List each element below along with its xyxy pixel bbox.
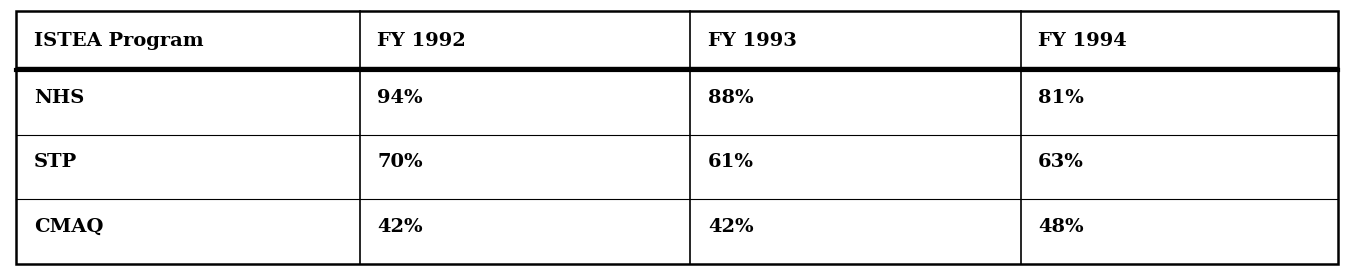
Text: 48%: 48% bbox=[1039, 218, 1083, 236]
Text: NHS: NHS bbox=[34, 89, 84, 106]
Text: 42%: 42% bbox=[378, 218, 422, 236]
Text: 94%: 94% bbox=[378, 89, 422, 106]
Text: 88%: 88% bbox=[708, 89, 753, 106]
Text: 81%: 81% bbox=[1039, 89, 1085, 106]
Text: ISTEA Program: ISTEA Program bbox=[34, 32, 203, 50]
Text: FY 1993: FY 1993 bbox=[708, 32, 796, 50]
Text: 70%: 70% bbox=[378, 153, 422, 171]
Text: STP: STP bbox=[34, 153, 77, 171]
Text: CMAQ: CMAQ bbox=[34, 218, 103, 236]
Text: FY 1992: FY 1992 bbox=[378, 32, 466, 50]
Text: 63%: 63% bbox=[1039, 153, 1085, 171]
Text: FY 1994: FY 1994 bbox=[1039, 32, 1127, 50]
Text: 61%: 61% bbox=[708, 153, 754, 171]
Text: 42%: 42% bbox=[708, 218, 753, 236]
